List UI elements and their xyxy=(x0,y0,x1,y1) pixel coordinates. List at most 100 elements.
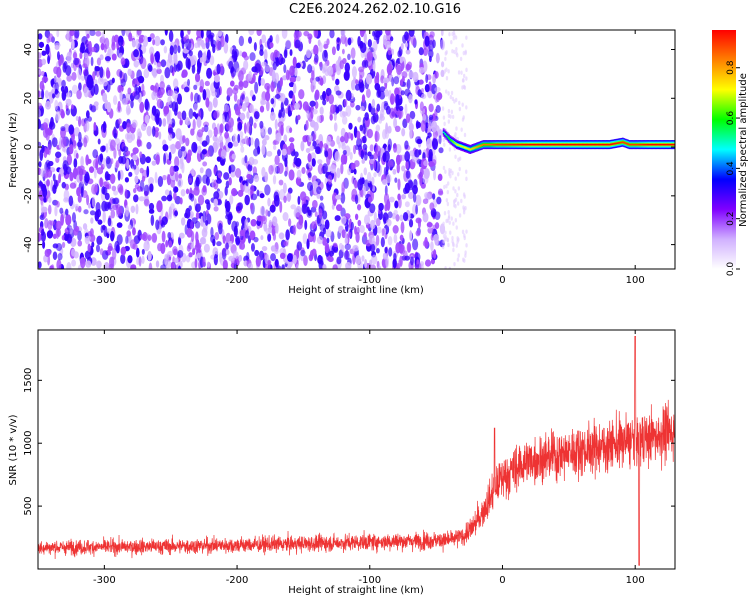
spectrogram-noise-blob xyxy=(447,113,451,119)
spectrogram-noise-blob xyxy=(89,30,96,37)
spectrogram-noise-blob xyxy=(201,42,206,50)
spectrogram-noise-blob xyxy=(322,90,327,101)
spectrogram-noise-blob xyxy=(164,67,171,79)
spectrogram-noise-blob xyxy=(151,160,157,166)
colorbar-gradient xyxy=(712,30,736,269)
spectrogram-noise-blob xyxy=(111,248,117,260)
spectrogram-noise-blob xyxy=(393,76,400,85)
spectrogram-signal-cell xyxy=(671,143,673,146)
spectrogram-noise-blob xyxy=(237,202,244,211)
spectrogram-noise-blob xyxy=(328,94,335,105)
spectrogram-noise-blob xyxy=(446,237,449,242)
spectrogram-noise-blob xyxy=(144,114,150,124)
spectrogram-noise-blob xyxy=(443,184,446,190)
spectrogram-noise-blob xyxy=(269,204,276,213)
spectrogram-noise-blob xyxy=(63,197,70,203)
spectrogram-noise-blob xyxy=(192,118,196,131)
spectrogram-noise-blob xyxy=(110,230,115,242)
spectrogram-noise-blob xyxy=(61,146,66,152)
spectrogram-noise-blob xyxy=(412,71,419,83)
spectrogram-noise-blob xyxy=(196,252,201,259)
spectrogram-noise-blob xyxy=(206,261,211,268)
spectrogram-noise-blob xyxy=(295,263,299,269)
spectrogram-noise-blob xyxy=(255,255,261,267)
spectrogram-noise-blob xyxy=(94,184,98,194)
spectrogram-noise-blob xyxy=(143,240,150,252)
spectrogram-noise-blob xyxy=(55,110,60,122)
spectrogram-noise-blob xyxy=(215,39,221,52)
spectrogram-noise-blob xyxy=(372,60,376,72)
spectrogram-noise-blob xyxy=(442,244,445,250)
spectrogram-signal-cell xyxy=(587,143,590,146)
spectrogram-noise-blob xyxy=(465,229,468,234)
spectrogram-noise-blob xyxy=(169,45,174,56)
spectrogram-signal-cell xyxy=(669,143,672,146)
spectrogram-noise-blob xyxy=(59,207,64,214)
spectrogram-noise-blob xyxy=(361,255,365,262)
spectrogram-noise-blob xyxy=(224,131,230,139)
spectrogram-noise-blob xyxy=(292,224,297,236)
spectrogram-signal-cell xyxy=(534,143,537,146)
spectrogram-noise-blob xyxy=(66,233,73,244)
spectrogram-noise-blob xyxy=(125,235,129,245)
spectrogram-noise-blob xyxy=(339,136,345,143)
spectrogram-noise-blob xyxy=(404,88,411,97)
spectrogram-noise-blob xyxy=(375,161,381,174)
spectrogram-noise-blob xyxy=(271,70,276,82)
spectrogram-noise-blob xyxy=(334,215,341,222)
spectrogram-noise-blob xyxy=(460,198,463,204)
spectrogram-noise-blob xyxy=(191,55,197,65)
spectrogram-noise-blob xyxy=(73,228,79,236)
spectrogram-noise-blob xyxy=(456,192,459,198)
spectrogram-noise-blob xyxy=(315,76,321,82)
spectrogram-noise-blob xyxy=(383,192,390,205)
spectrogram-noise-blob xyxy=(141,175,146,182)
spectrogram-noise-blob xyxy=(374,130,378,143)
spectrogram-signal-cell xyxy=(592,143,595,146)
spectrogram-noise-blob xyxy=(130,99,134,109)
spectrogram-noise-blob xyxy=(450,90,454,96)
spectrogram-noise-blob xyxy=(246,173,252,180)
spectrogram-noise-blob xyxy=(154,113,160,124)
spectrogram-noise-blob xyxy=(193,84,198,91)
spectrogram-noise-blob xyxy=(283,182,287,194)
spectrogram-noise-blob xyxy=(61,79,66,89)
spectrogram-noise-blob xyxy=(436,92,443,100)
spectrogram-noise-blob xyxy=(366,171,372,184)
spectrogram-noise-blob xyxy=(175,63,181,72)
spectrogram-noise-blob xyxy=(206,49,211,60)
spectrogram-noise-blob xyxy=(461,43,464,48)
spectrogram-y-ticks: -40 -20 0 20 40 xyxy=(23,43,675,253)
spectrogram-noise-blob xyxy=(213,74,221,83)
spectrogram-noise-blob xyxy=(435,105,441,114)
spectrogram-noise-blob xyxy=(193,92,200,104)
spectrogram-noise-blob xyxy=(450,216,453,221)
spectrogram-noise-blob xyxy=(194,258,198,269)
spectrogram-signal-cell xyxy=(511,143,514,146)
spectrogram-noise-blob xyxy=(193,102,198,112)
spectrogram-noise-blob xyxy=(344,243,351,251)
spectrogram-noise-blob xyxy=(465,67,468,73)
spectrogram-noise-blob xyxy=(109,139,116,151)
spectrogram-noise-blob xyxy=(73,158,78,169)
spectrogram-signal-cell xyxy=(602,143,604,146)
spectrogram-noise-blob xyxy=(419,176,423,187)
spectrogram-signal-cell xyxy=(619,141,622,144)
spectrogram-signal-cell xyxy=(664,143,667,146)
spectrogram-signal-cell xyxy=(445,134,448,137)
x-tick-label: 0 xyxy=(499,275,505,286)
spectrogram-signal-cell xyxy=(605,143,608,146)
spectrogram-signal-cell xyxy=(544,143,547,146)
spectrogram-noise-blob xyxy=(297,195,301,206)
spectrogram-noise-blob xyxy=(177,45,181,54)
spectrogram-noise-blob xyxy=(234,106,241,116)
spectrogram-noise-blob xyxy=(96,235,103,245)
spectrogram-noise-blob xyxy=(197,145,202,154)
spectrogram-signal-cell xyxy=(471,147,474,150)
spectrogram-signal-cell xyxy=(518,143,521,146)
spectrogram-noise-blob xyxy=(401,128,406,137)
spectrogram-noise-blob xyxy=(383,102,389,111)
spectrogram-noise-blob xyxy=(155,154,160,165)
spectrogram-noise-blob xyxy=(249,230,256,241)
spectrogram-noise-blob xyxy=(416,259,420,265)
